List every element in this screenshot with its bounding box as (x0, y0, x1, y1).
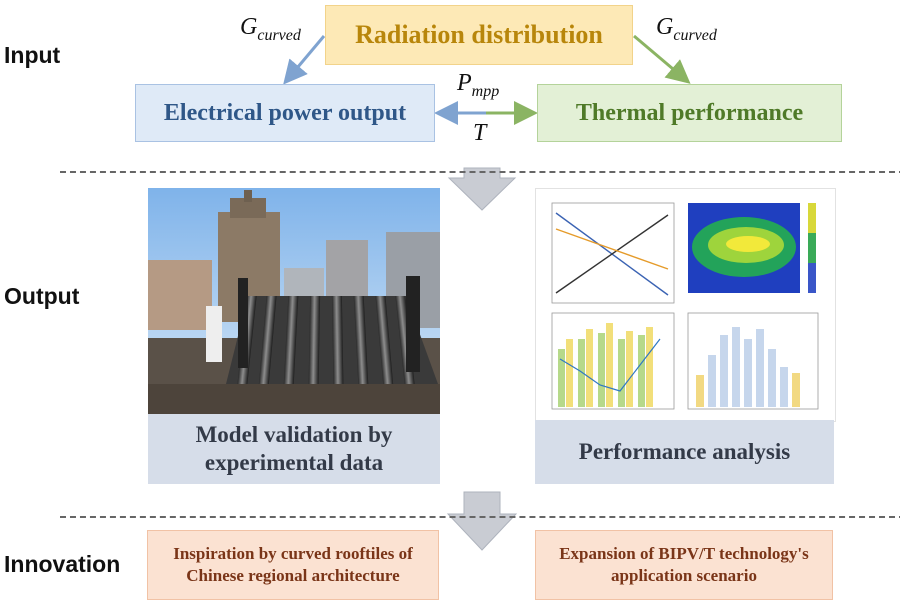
model-validation-caption: Model validation by experimental data (148, 414, 440, 484)
electrical-power-output-box: Electrical power output (135, 84, 435, 142)
section-label-innovation: Innovation (4, 551, 121, 577)
mini-bar-plot-left (551, 312, 675, 410)
arrow-radiation-to-electrical (283, 35, 326, 85)
g-curved-left-label: Gcurved (240, 14, 301, 44)
innovation-inspiration-box: Inspiration by curved rooftiles of Chine… (147, 530, 439, 600)
t-label: T (473, 120, 487, 146)
down-arrow-output-innovation (446, 491, 518, 551)
mini-line-plot (551, 202, 675, 304)
radiation-distribution-box: Radiation distribution (325, 5, 633, 65)
thermal-performance-box: Thermal performance (537, 84, 842, 142)
divider-input-output (60, 171, 900, 173)
p-mpp-label: Pmpp (457, 70, 500, 100)
mini-heatmap (688, 203, 816, 293)
innovation-expansion-box: Expansion of BIPV/T technology's applica… (535, 530, 833, 600)
experimental-setup-photo (148, 188, 440, 414)
mini-bar-plot-right (687, 312, 819, 410)
down-arrow-input-output (447, 167, 517, 211)
arrow-radiation-to-thermal (633, 34, 691, 84)
performance-analysis-panel (535, 188, 836, 422)
section-label-output: Output (4, 283, 80, 309)
performance-analysis-caption: Performance analysis (535, 420, 834, 484)
divider-output-innovation (60, 516, 900, 518)
g-curved-right-label: Gcurved (656, 14, 717, 44)
section-label-input: Input (4, 42, 61, 68)
